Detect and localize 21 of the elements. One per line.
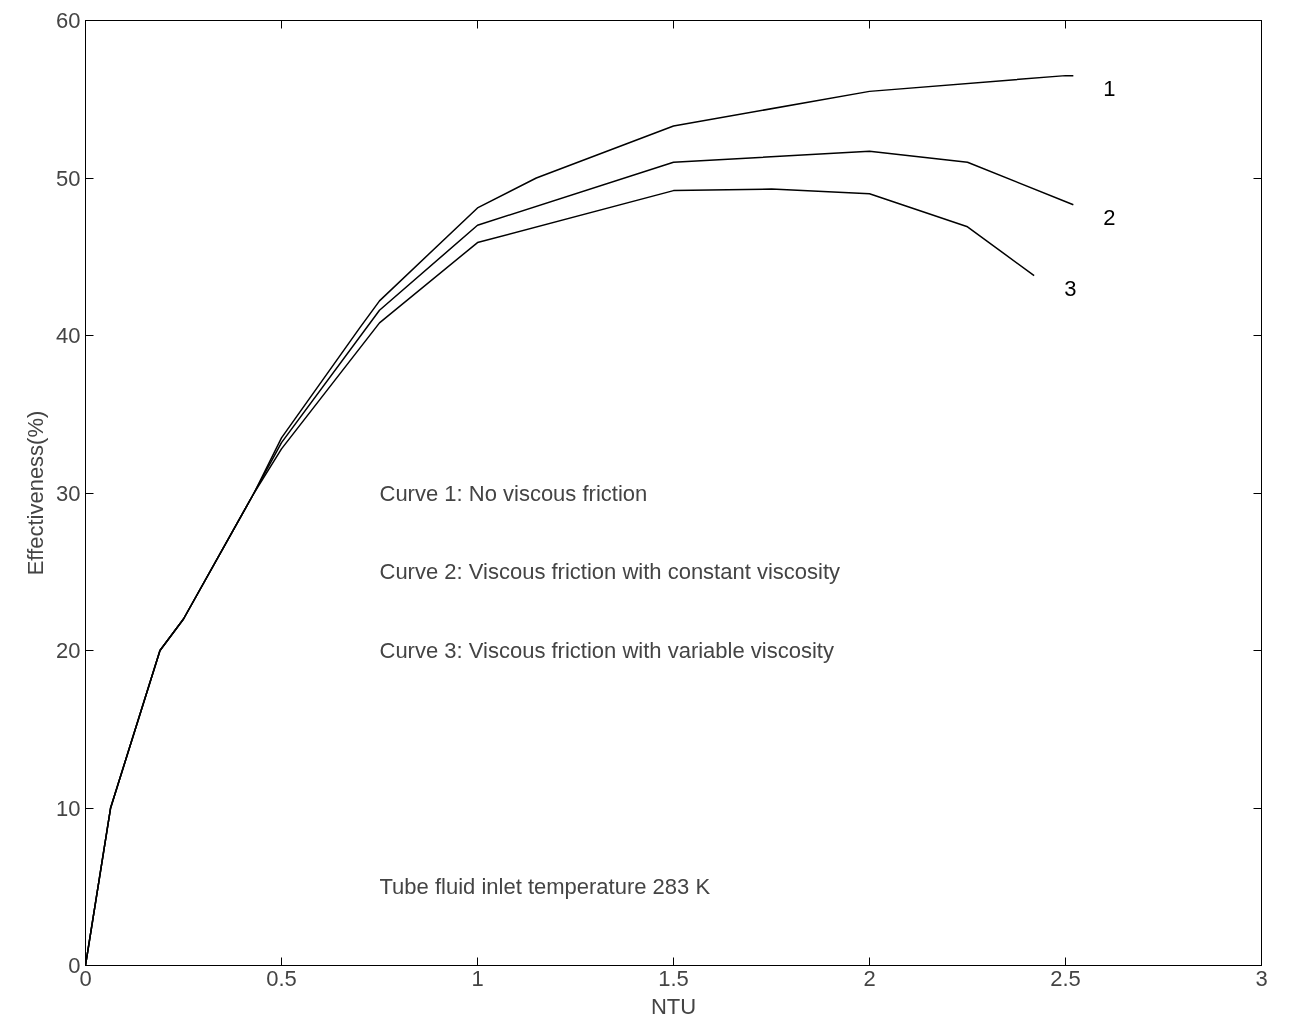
x-tick-label: 2.5 (1050, 965, 1081, 991)
y-tick-label: 60 (56, 8, 81, 33)
series-label: 1 (1103, 75, 1116, 101)
x-tick-label: 3 (1255, 965, 1268, 991)
y-tick-label: 20 (56, 638, 81, 663)
annotation: Tube fluid inlet temperature 283 K (379, 874, 711, 900)
x-tick-label: 1 (471, 965, 484, 991)
annotation: Curve 1: No viscous friction (379, 480, 648, 506)
y-axis-title: Effectiveness(%) (23, 410, 49, 576)
x-tick-label: 0.5 (266, 965, 297, 991)
x-tick-label: 2 (863, 965, 876, 991)
y-tick-label: 10 (56, 795, 81, 821)
y-tick-label: 50 (56, 165, 81, 191)
series-label: 2 (1103, 204, 1116, 230)
y-tick-label: 40 (56, 323, 81, 348)
x-axis-title: NTU (650, 993, 697, 1019)
annotation: Curve 3: Viscous friction with variable viscosity (379, 638, 834, 663)
x-tick-label: 1.5 (658, 965, 689, 991)
y-tick-label: 30 (56, 480, 81, 506)
series-label: 3 (1064, 275, 1077, 301)
annotation: Curve 2: Viscous friction with constant viscosity (379, 559, 841, 585)
